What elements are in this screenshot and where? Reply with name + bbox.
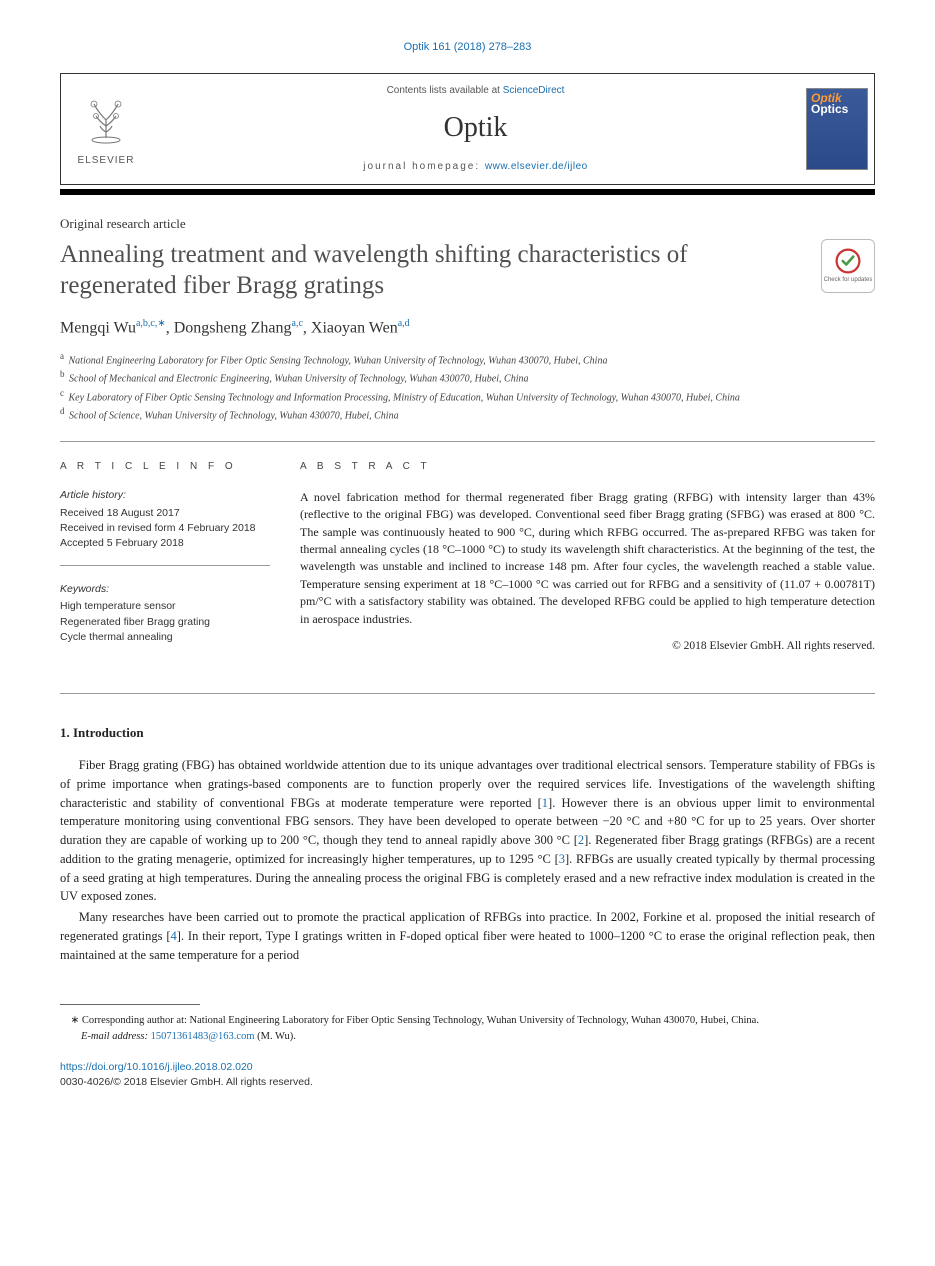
- abstract-text: A novel fabrication method for thermal r…: [300, 489, 875, 628]
- abstract-column: a b s t r a c t A novel fabrication meth…: [300, 460, 875, 675]
- article-title: Annealing treatment and wavelength shift…: [60, 239, 821, 302]
- history-block: Article history: Received 18 August 2017…: [60, 488, 270, 566]
- section-divider-2: [60, 693, 875, 694]
- section-divider-1: [60, 441, 875, 442]
- elsevier-tree-icon: [76, 90, 136, 150]
- journal-cover: Optik Optics: [800, 74, 874, 183]
- citation-link[interactable]: 3: [559, 852, 565, 866]
- journal-header: ELSEVIER Contents lists available at Sci…: [60, 73, 875, 184]
- citation-line: Optik 161 (2018) 278–283: [60, 40, 875, 55]
- email-link[interactable]: 15071361483@163.com: [151, 1031, 255, 1042]
- publisher-name: ELSEVIER: [78, 154, 135, 168]
- author-name: Mengqi Wu: [60, 320, 136, 337]
- keywords-block: Keywords: High temperature sensor Regene…: [60, 582, 270, 659]
- history-line: Received 18 August 2017: [60, 506, 270, 521]
- keyword: High temperature sensor: [60, 599, 270, 614]
- footnote-divider: [60, 1004, 200, 1005]
- article-info-column: a r t i c l e i n f o Article history: R…: [60, 460, 270, 675]
- email-footnote: E-mail address: 15071361483@163.com (M. …: [60, 1029, 875, 1044]
- author-name: Dongsheng Zhang: [174, 320, 292, 337]
- crossmark-badge[interactable]: Check for updates: [821, 239, 875, 293]
- corresponding-star[interactable]: ∗: [157, 318, 165, 329]
- section-heading: 1. Introduction: [60, 724, 875, 742]
- corresponding-author-footnote: ∗ Corresponding author at: National Engi…: [60, 1013, 875, 1028]
- publisher-logo: ELSEVIER: [61, 74, 151, 183]
- affiliation-list: a National Engineering Laboratory for Fi…: [60, 350, 875, 423]
- citation-link[interactable]: 4: [171, 929, 177, 943]
- citation-link[interactable]: 1: [542, 796, 548, 810]
- sciencedirect-link[interactable]: ScienceDirect: [503, 85, 565, 96]
- crossmark-icon: [834, 247, 862, 275]
- contents-line: Contents lists available at ScienceDirec…: [387, 84, 565, 98]
- cover-thumbnail: Optik Optics: [806, 88, 868, 170]
- author-list: Mengqi Wua,b,c,∗, Dongsheng Zhanga,c, Xi…: [60, 317, 875, 340]
- doi-link[interactable]: https://doi.org/10.1016/j.ijleo.2018.02.…: [60, 1060, 875, 1075]
- affiliation-line: c Key Laboratory of Fiber Optic Sensing …: [60, 387, 875, 405]
- affiliation-line: b School of Mechanical and Electronic En…: [60, 368, 875, 386]
- rights-line: 0030-4026/© 2018 Elsevier GmbH. All righ…: [60, 1075, 875, 1090]
- history-line: Received in revised form 4 February 2018: [60, 521, 270, 536]
- history-label: Article history:: [60, 488, 270, 503]
- body-paragraph: Many researches have been carried out to…: [60, 908, 875, 964]
- body-section: 1. Introduction Fiber Bragg grating (FBG…: [60, 724, 875, 964]
- author-affil-ref[interactable]: a,b,c,: [136, 318, 157, 329]
- email-suffix: (M. Wu).: [254, 1031, 295, 1042]
- homepage-prefix: journal homepage:: [363, 161, 485, 172]
- header-divider: [60, 189, 875, 195]
- keyword: Regenerated fiber Bragg grating: [60, 615, 270, 630]
- homepage-line: journal homepage: www.elsevier.de/ijleo: [363, 160, 587, 174]
- affiliation-line: d School of Science, Wuhan University of…: [60, 405, 875, 423]
- article-type: Original research article: [60, 215, 875, 233]
- abstract-copyright: © 2018 Elsevier GmbH. All rights reserve…: [300, 638, 875, 655]
- contents-prefix: Contents lists available at: [387, 85, 503, 96]
- homepage-link[interactable]: www.elsevier.de/ijleo: [485, 161, 588, 172]
- body-paragraph: Fiber Bragg grating (FBG) has obtained w…: [60, 756, 875, 906]
- author-affil-ref[interactable]: a,d: [398, 318, 410, 329]
- citation-link[interactable]: 2: [578, 833, 584, 847]
- header-center: Contents lists available at ScienceDirec…: [151, 74, 800, 183]
- author-name: Xiaoyan Wen: [311, 320, 398, 337]
- cover-title-2: Optics: [811, 104, 867, 115]
- author-affil-ref[interactable]: a,c: [292, 318, 303, 329]
- email-label: E-mail address:: [81, 1031, 151, 1042]
- abstract-heading: a b s t r a c t: [300, 460, 875, 475]
- journal-name: Optik: [444, 108, 508, 147]
- history-line: Accepted 5 February 2018: [60, 536, 270, 551]
- info-heading: a r t i c l e i n f o: [60, 460, 270, 474]
- keywords-label: Keywords:: [60, 582, 270, 597]
- keyword: Cycle thermal annealing: [60, 630, 270, 645]
- affiliation-line: a National Engineering Laboratory for Fi…: [60, 350, 875, 368]
- crossmark-label: Check for updates: [824, 277, 873, 284]
